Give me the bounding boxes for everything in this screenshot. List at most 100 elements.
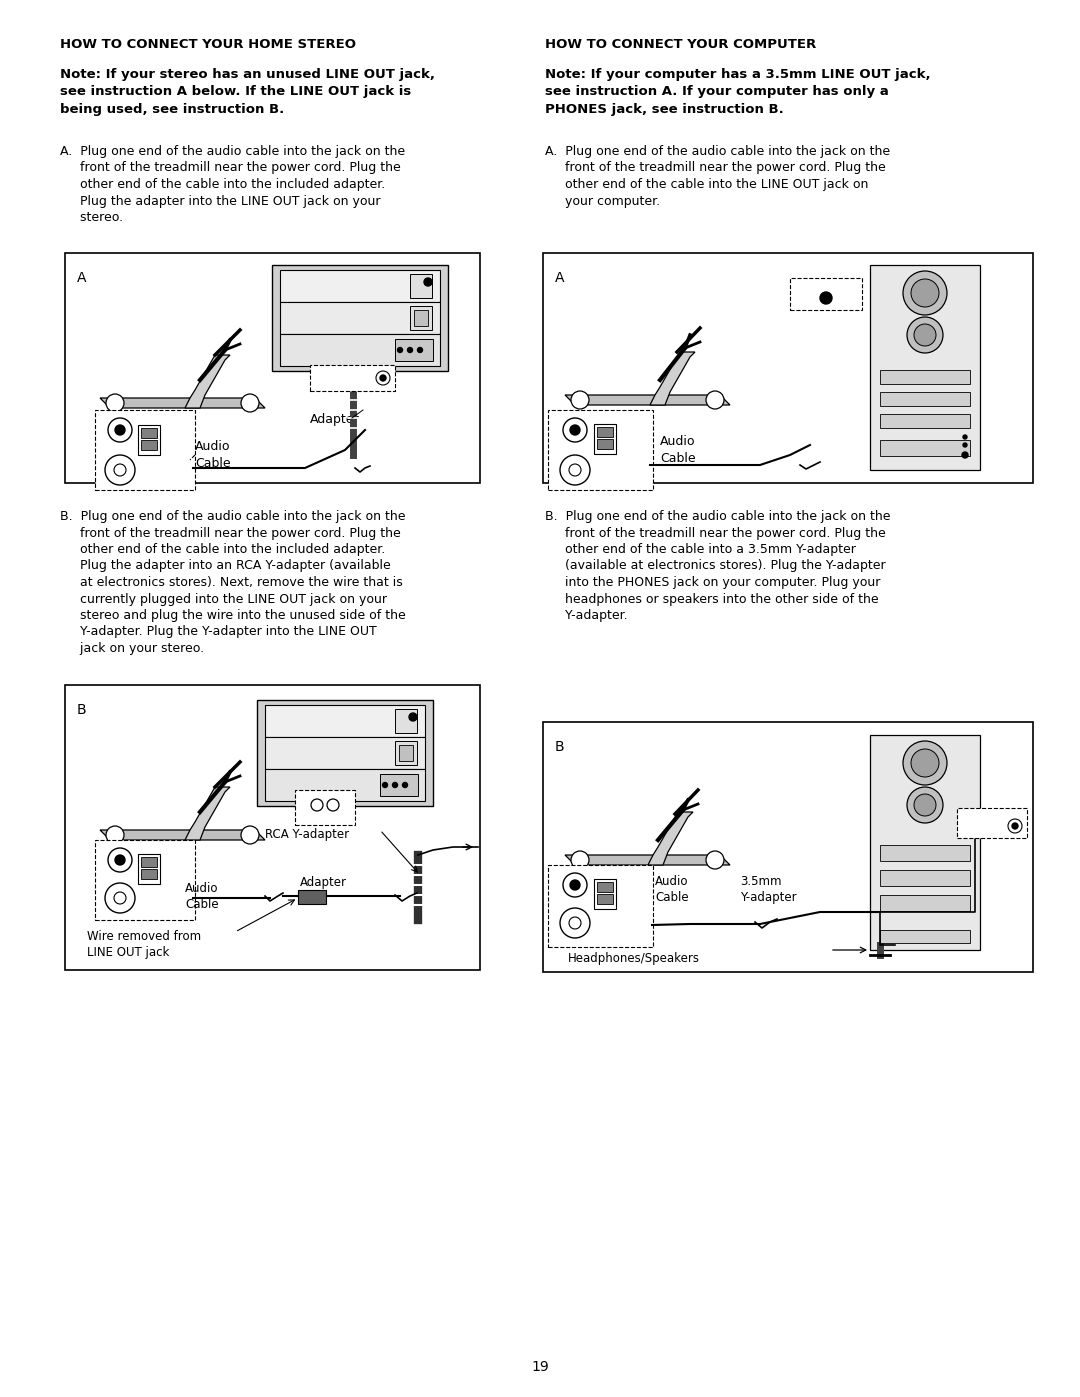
Text: other end of the cable into the included adapter.: other end of the cable into the included… (60, 177, 386, 191)
Bar (880, 440, 970, 455)
Text: front of the treadmill near the power cord. Plug the: front of the treadmill near the power co… (545, 527, 886, 539)
Circle shape (563, 418, 588, 441)
Text: Plug the adapter into an RCA Y-adapter (available: Plug the adapter into an RCA Y-adapter (… (60, 560, 391, 573)
Circle shape (563, 873, 588, 897)
Polygon shape (565, 855, 730, 865)
Text: Cable: Cable (660, 453, 696, 465)
Circle shape (706, 391, 724, 409)
Text: HOW TO CONNECT YOUR COMPUTER: HOW TO CONNECT YOUR COMPUTER (545, 38, 816, 52)
Circle shape (424, 278, 432, 286)
Text: front of the treadmill near the power cord. Plug the: front of the treadmill near the power co… (60, 162, 401, 175)
Bar (280, 270, 440, 302)
Circle shape (418, 348, 422, 352)
Bar (957, 807, 1027, 838)
Text: Cable: Cable (185, 898, 218, 911)
Polygon shape (100, 830, 265, 840)
Bar (395, 710, 417, 733)
Bar (95, 840, 195, 921)
Text: Audio: Audio (654, 875, 689, 888)
Text: PHONES: PHONES (961, 814, 993, 823)
Bar (880, 870, 970, 886)
Bar (141, 869, 157, 879)
Text: Amp: Amp (286, 339, 311, 351)
Circle shape (1008, 819, 1022, 833)
Circle shape (311, 799, 323, 812)
Bar (597, 882, 613, 893)
Bar (880, 895, 970, 911)
Bar (395, 740, 417, 766)
Bar (410, 306, 432, 330)
Bar (594, 425, 616, 454)
Text: Amp: Amp (271, 775, 297, 785)
Text: RCA Y-adapter: RCA Y-adapter (265, 828, 349, 841)
Bar (310, 365, 395, 391)
Text: B: B (555, 740, 565, 754)
Text: see instruction A. If your computer has only a: see instruction A. If your computer has … (545, 85, 889, 99)
Bar (95, 409, 195, 490)
Circle shape (106, 826, 124, 844)
Bar (880, 393, 970, 407)
Circle shape (570, 425, 580, 434)
Bar (548, 865, 653, 947)
Bar (65, 253, 480, 483)
Text: CD: CD (271, 711, 287, 721)
Circle shape (569, 916, 581, 929)
Circle shape (963, 443, 967, 447)
Text: Cable: Cable (654, 891, 689, 904)
Text: Note: If your stereo has an unused LINE OUT jack,: Note: If your stereo has an unused LINE … (60, 68, 435, 81)
Text: B.  Plug one end of the audio cable into the jack on the: B. Plug one end of the audio cable into … (60, 510, 405, 522)
Bar (280, 334, 440, 366)
Text: front of the treadmill near the power cord. Plug the: front of the treadmill near the power co… (545, 162, 886, 175)
Text: LINE OUT jack: LINE OUT jack (87, 946, 170, 958)
Text: Y-adapter.: Y-adapter. (545, 609, 627, 622)
Circle shape (108, 418, 132, 441)
Text: Audio: Audio (660, 434, 696, 448)
Text: into the PHONES jack on your computer. Plug your: into the PHONES jack on your computer. P… (545, 576, 880, 590)
Text: LINE OUT: LINE OUT (314, 370, 355, 379)
Circle shape (403, 782, 407, 788)
Circle shape (114, 425, 125, 434)
Text: A.  Plug one end of the audio cable into the jack on the: A. Plug one end of the audio cable into … (545, 145, 890, 158)
Text: PHONES jack, see instruction B.: PHONES jack, see instruction B. (545, 103, 784, 116)
Circle shape (241, 394, 259, 412)
Bar (399, 745, 413, 761)
Text: Note: If your computer has a 3.5mm LINE OUT jack,: Note: If your computer has a 3.5mm LINE … (545, 68, 931, 81)
Circle shape (1012, 823, 1018, 828)
Bar (414, 310, 428, 326)
Text: A.  Plug one end of the audio cable into the jack on the: A. Plug one end of the audio cable into … (60, 145, 405, 158)
Text: HOW TO CONNECT YOUR HOME STEREO: HOW TO CONNECT YOUR HOME STEREO (60, 38, 356, 52)
Bar (395, 339, 433, 360)
Bar (141, 440, 157, 450)
Text: Wire removed from: Wire removed from (87, 930, 201, 943)
Circle shape (241, 826, 259, 844)
Circle shape (105, 455, 135, 485)
Text: Adapter: Adapter (300, 876, 347, 888)
Circle shape (397, 348, 403, 352)
Bar (410, 274, 432, 298)
Polygon shape (565, 395, 730, 405)
Circle shape (820, 292, 832, 305)
Bar (138, 425, 160, 455)
Text: Adapter: Adapter (310, 414, 360, 426)
Bar (597, 427, 613, 437)
Circle shape (914, 793, 936, 816)
Circle shape (114, 855, 125, 865)
Text: CD: CD (286, 277, 302, 286)
Bar (543, 722, 1032, 972)
Bar (141, 856, 157, 868)
Polygon shape (349, 381, 357, 390)
Bar (265, 738, 426, 768)
Circle shape (907, 317, 943, 353)
Text: stereo.: stereo. (60, 211, 123, 224)
Text: A: A (77, 271, 86, 285)
Text: at electronics stores). Next, remove the wire that is: at electronics stores). Next, remove the… (60, 576, 403, 590)
Bar (597, 894, 613, 904)
Text: jack on your stereo.: jack on your stereo. (60, 643, 204, 655)
Text: LINE OUT: LINE OUT (793, 284, 828, 293)
Circle shape (114, 464, 126, 476)
Bar (298, 890, 326, 904)
Text: Y-adapter. Plug the Y-adapter into the LINE OUT: Y-adapter. Plug the Y-adapter into the L… (60, 626, 377, 638)
Text: front of the treadmill near the power cord. Plug the: front of the treadmill near the power co… (60, 527, 401, 539)
Polygon shape (648, 812, 693, 865)
Text: Y-adapter: Y-adapter (740, 891, 797, 904)
